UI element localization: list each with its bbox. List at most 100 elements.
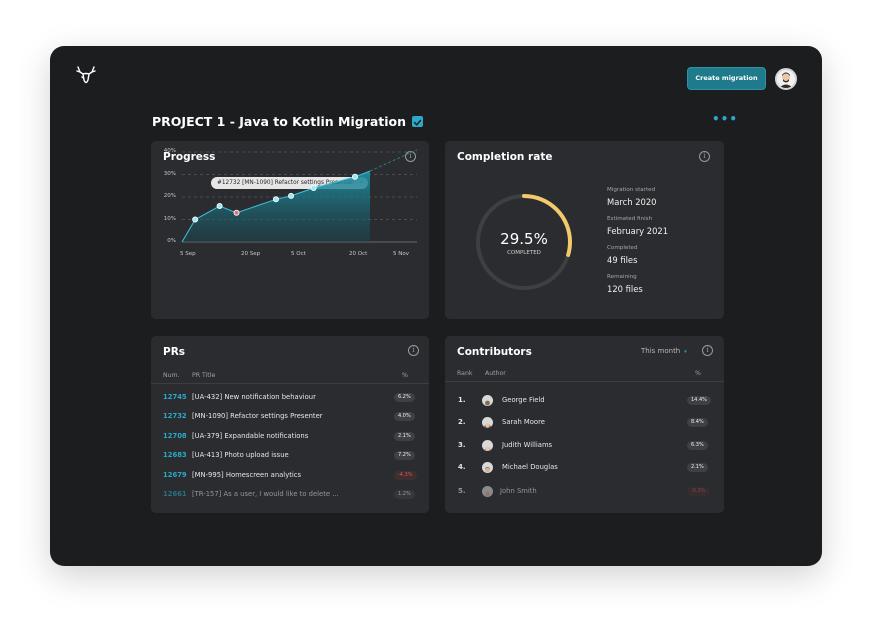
rank-number: 3. xyxy=(458,441,466,449)
pct-badge: -0.3% xyxy=(687,487,710,496)
author-name[interactable]: John Smith xyxy=(500,487,537,495)
author-name[interactable]: Sarah Moore xyxy=(502,418,545,426)
stat-value: 120 files xyxy=(607,284,643,294)
data-point[interactable] xyxy=(233,209,240,216)
project-title-text: PROJECT 1 - Java to Kotlin Migration xyxy=(152,114,407,129)
x-tick-label: 20 Oct xyxy=(349,251,368,257)
pct-badge: 8.4% xyxy=(687,418,708,427)
x-tick-label: 20 Sep xyxy=(241,251,261,257)
stat-value: March 2020 xyxy=(607,197,657,207)
stat-label: Completed xyxy=(607,245,638,251)
pr-number[interactable]: 12732 xyxy=(163,412,187,420)
period-label: This month xyxy=(641,347,681,355)
tooltip-text: #12732 [MN-1090] Refactor settings Prese… xyxy=(217,180,354,186)
pct-badge: 7.2% xyxy=(394,451,415,460)
pr-number[interactable]: 12745 xyxy=(163,393,187,401)
pct-badge: 2.1% xyxy=(394,432,415,441)
pct-badge: 1.2% xyxy=(394,490,415,499)
column-header-author: Author xyxy=(485,370,506,377)
completion-sublabel: COMPLETED xyxy=(507,250,541,256)
data-point[interactable] xyxy=(273,196,280,203)
completion-title: Completion rate xyxy=(457,151,553,163)
progress-area xyxy=(182,171,370,242)
pr-title[interactable]: [UA-432] New notification behaviour xyxy=(192,393,316,401)
x-tick-label: 5 Nov xyxy=(393,251,409,257)
pr-number[interactable]: 12708 xyxy=(163,432,187,440)
info-icon[interactable]: i xyxy=(408,345,419,356)
info-icon[interactable]: i xyxy=(405,151,416,162)
pr-title[interactable]: [UA-379] Expandable notifications xyxy=(192,432,309,440)
progress-chart xyxy=(181,149,418,243)
y-tick-label: 0% xyxy=(167,238,176,244)
avatar-icon[interactable] xyxy=(482,462,493,473)
completion-card: Completion rate i 29.5% COMPLETED Migrat… xyxy=(445,141,724,319)
y-tick-label: 30% xyxy=(163,170,176,177)
rank-number: 4. xyxy=(458,463,466,471)
stat-label: Estimated finish xyxy=(607,216,653,222)
data-point[interactable] xyxy=(216,203,223,210)
stat-value: February 2021 xyxy=(607,226,669,236)
x-tick-label: 5 Sep xyxy=(180,251,196,257)
pct-badge: 14.4% xyxy=(687,396,711,405)
page-title: PROJECT 1 - Java to Kotlin Migration xyxy=(152,114,424,129)
pr-number[interactable]: 12661 xyxy=(163,490,187,498)
rank-number: 1. xyxy=(458,396,466,404)
stat-label: Remaining xyxy=(607,274,637,280)
chevron-down-icon: ▾ xyxy=(684,349,687,355)
author-name[interactable]: George Field xyxy=(502,396,545,404)
pr-number[interactable]: 12683 xyxy=(163,451,187,459)
pct-badge: 4.0% xyxy=(394,412,415,421)
divider xyxy=(445,381,724,382)
info-icon[interactable]: i xyxy=(699,151,710,162)
rank-number: 2. xyxy=(458,418,466,426)
pr-title[interactable]: [MN-995] Homescreen analytics xyxy=(192,471,302,479)
rank-number: 5. xyxy=(458,487,466,495)
data-point[interactable] xyxy=(192,216,199,223)
contributors-title: Contributors xyxy=(457,346,532,358)
completion-ring xyxy=(476,194,572,290)
avatar-icon[interactable] xyxy=(482,440,493,451)
progress-title: Progress xyxy=(163,151,216,163)
pr-number[interactable]: 12679 xyxy=(163,471,187,479)
pr-title[interactable]: [MN-1090] Refactor settings Presenter xyxy=(192,412,323,420)
divider xyxy=(151,383,429,384)
pct-badge: -4.3% xyxy=(394,471,417,480)
data-point[interactable] xyxy=(288,192,295,199)
avatar-icon[interactable] xyxy=(482,417,493,428)
pr-title[interactable]: [UA-413] Photo upload issue xyxy=(192,451,289,459)
app-window: Create migration PROJECT 1 - Java to Kot… xyxy=(50,46,822,566)
stat-label: Migration started xyxy=(607,187,656,193)
avatar-icon[interactable] xyxy=(482,486,493,497)
prs-card: PRs i Num. PR Title % 12745 [UA-432] New… xyxy=(151,336,429,513)
column-header-rank: Rank xyxy=(457,370,473,377)
user-avatar-icon[interactable] xyxy=(775,68,797,90)
info-icon[interactable]: i xyxy=(702,345,713,356)
pr-title[interactable]: [TR-157] As a user, I would like to dele… xyxy=(192,490,339,498)
column-header-num: Num. xyxy=(163,372,180,379)
column-header-pct: % xyxy=(695,370,701,377)
y-tick-label: 40% xyxy=(163,148,176,154)
author-name[interactable]: Michael Douglas xyxy=(502,463,558,471)
x-tick-label: 5 Oct xyxy=(291,251,306,257)
checkbox-icon[interactable] xyxy=(412,116,424,127)
avatar-icon[interactable] xyxy=(482,395,493,406)
completion-percent: 29.5% xyxy=(500,230,548,248)
author-name[interactable]: Judith Williams xyxy=(502,441,553,449)
prs-title: PRs xyxy=(163,346,186,358)
pct-badge: 6.2% xyxy=(394,393,415,402)
create-migration-button[interactable]: Create migration xyxy=(687,67,766,90)
pct-badge: 2.1% xyxy=(687,463,708,472)
column-header-pct: % xyxy=(402,372,408,379)
completion-arc xyxy=(476,194,572,290)
stat-value: 49 files xyxy=(607,255,638,265)
trend-line xyxy=(369,149,418,172)
progress-card: Progress i #12732 [MN-1090] Refactor set… xyxy=(151,141,429,319)
y-tick-label: 10% xyxy=(163,215,176,222)
more-options-icon[interactable]: ••• xyxy=(712,112,739,126)
data-point[interactable] xyxy=(351,173,358,180)
data-point[interactable] xyxy=(310,185,317,192)
y-tick-label: 20% xyxy=(163,193,176,199)
period-dropdown[interactable]: This month ▾ xyxy=(641,347,687,355)
column-header-title: PR Title xyxy=(192,372,216,379)
deer-antler-icon[interactable] xyxy=(74,64,98,88)
